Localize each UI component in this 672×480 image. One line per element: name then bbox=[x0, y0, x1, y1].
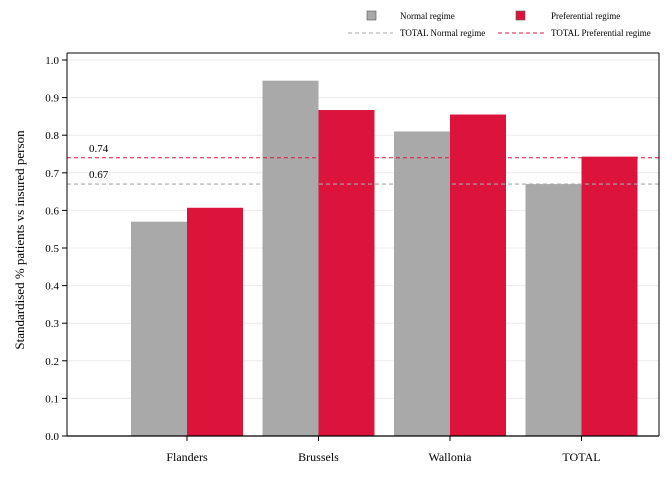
bar-normal-regime-wallonia bbox=[394, 131, 450, 436]
y-axis-label: Standardised % patients vs insured perso… bbox=[12, 130, 27, 350]
y-tick-label: 0.3 bbox=[45, 318, 59, 330]
x-tick-label-brussels: Brussels bbox=[298, 450, 339, 464]
y-tick-label: 0.9 bbox=[45, 93, 59, 105]
legend-label-total-preferential-regime: TOTAL Preferential regime bbox=[551, 28, 651, 38]
legend-label-normal-regime: Normal regime bbox=[400, 11, 455, 21]
legend-label-total-normal-regime: TOTAL Normal regime bbox=[400, 28, 485, 38]
y-tick-label: 0.6 bbox=[45, 205, 59, 217]
x-ticks: Flanders Brussels Wallonia TOTAL bbox=[166, 436, 601, 464]
x-tick-label-total: TOTAL bbox=[562, 450, 600, 464]
bar-preferential-regime-wallonia bbox=[450, 114, 506, 437]
bar-preferential-regime-brussels bbox=[318, 110, 375, 437]
y-tick-label: 0.1 bbox=[45, 393, 59, 405]
reference-line-label: 0.74 bbox=[89, 143, 109, 155]
y-tick-label: 0.2 bbox=[45, 356, 59, 368]
x-tick-label-flanders: Flanders bbox=[166, 450, 208, 464]
reference-line-label: 0.67 bbox=[89, 169, 109, 181]
y-tick-label: 0.5 bbox=[45, 243, 59, 255]
legend-label-preferential-regime: Preferential regime bbox=[551, 11, 620, 21]
y-tick-label: 0.4 bbox=[45, 281, 59, 293]
bar-normal-regime-flanders bbox=[131, 221, 187, 436]
bar-preferential-regime-total bbox=[581, 156, 638, 436]
legend: Normal regime Preferential regime TOTAL … bbox=[348, 10, 651, 38]
y-tick-label: 0.0 bbox=[45, 431, 59, 443]
bar-preferential-regime-flanders bbox=[187, 207, 243, 436]
y-tick-label: 0.8 bbox=[45, 130, 59, 142]
bars bbox=[131, 80, 638, 437]
y-ticks: 0.0 0.1 0.2 0.3 0.4 0.5 0.6 0.7 0.8 0.9 1.0 bbox=[45, 55, 67, 443]
legend-swatch-preferential-regime bbox=[515, 10, 526, 21]
y-tick-label: 1.0 bbox=[45, 55, 59, 67]
y-tick-label: 0.7 bbox=[45, 168, 59, 180]
legend-swatch-normal-regime bbox=[366, 10, 377, 21]
x-tick-label-wallonia: Wallonia bbox=[428, 450, 472, 464]
bar-normal-regime-brussels bbox=[262, 80, 319, 437]
reference-lines: 0.67 0.74 bbox=[67, 143, 659, 185]
bar-normal-regime-total bbox=[525, 184, 582, 436]
